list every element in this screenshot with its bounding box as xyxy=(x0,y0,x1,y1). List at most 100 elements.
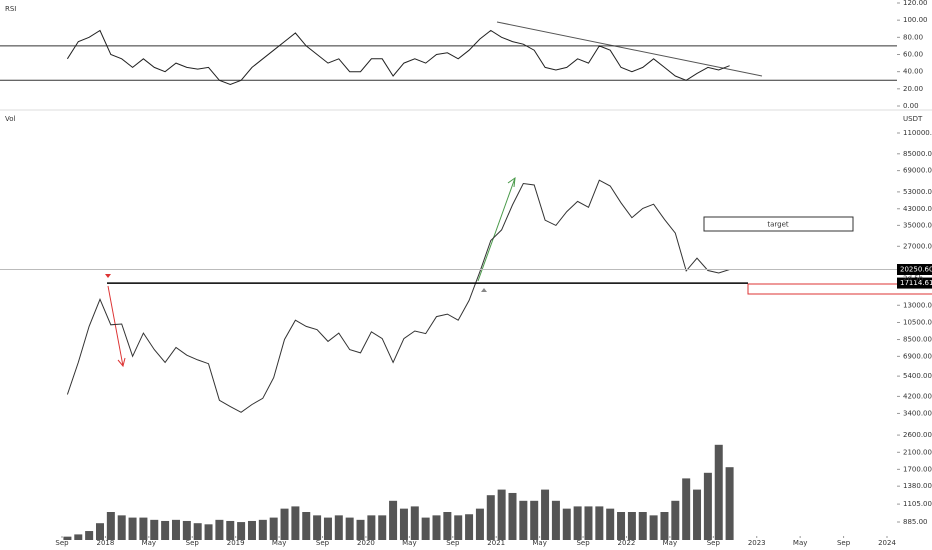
volume-bar xyxy=(725,467,734,540)
volume-bar xyxy=(345,517,354,540)
volume-bar xyxy=(291,506,300,540)
y-tick-label: 40.00 xyxy=(903,68,923,76)
volume-bar xyxy=(584,506,593,540)
volume-bar xyxy=(649,515,658,540)
volume-bar xyxy=(465,514,474,540)
volume-bar xyxy=(323,517,332,540)
volume-bar xyxy=(551,500,560,540)
volume-bar xyxy=(106,512,115,540)
volume-bar xyxy=(182,520,191,540)
volume-bar xyxy=(682,478,691,540)
y-tick-label: 100.00 xyxy=(903,16,928,24)
x-tick-label: Sep xyxy=(186,539,200,547)
volume-bar xyxy=(432,515,441,540)
x-tick-label: May xyxy=(402,539,416,547)
red-arrow-head xyxy=(117,357,126,368)
y-tick-label: 10500.00 xyxy=(903,318,932,326)
y-tick-label: 885.00 xyxy=(903,518,928,526)
volume-bar xyxy=(519,500,528,540)
marker xyxy=(481,288,487,292)
y-tick-label: 69000.00 xyxy=(903,167,932,175)
marker xyxy=(105,274,111,278)
volume-bar xyxy=(389,500,398,540)
volume-bar xyxy=(627,512,636,540)
y-tick-label: 1700.00 xyxy=(903,465,932,473)
volume-bar xyxy=(161,520,170,540)
volume-bar xyxy=(215,519,224,540)
price-tag-label: 17114.61 xyxy=(900,279,932,287)
volume-bar xyxy=(269,517,278,540)
volume-bar xyxy=(638,512,647,540)
data-line xyxy=(66,179,730,413)
x-tick-label: Sep xyxy=(446,539,460,547)
x-tick-label: 2021 xyxy=(487,539,505,547)
x-tick-label: May xyxy=(532,539,546,547)
x-tick-label: May xyxy=(272,539,286,547)
volume-bar xyxy=(128,517,137,540)
x-tick-label: 2018 xyxy=(97,539,115,547)
volume-bar xyxy=(378,515,387,540)
volume-bar xyxy=(454,515,463,540)
volume-bar xyxy=(150,519,159,540)
x-tick-label: May xyxy=(793,539,807,547)
volume-bar xyxy=(85,531,94,540)
volume-bar xyxy=(313,515,322,540)
volume-bar xyxy=(541,489,550,540)
volume-bar xyxy=(508,492,517,540)
volume-bar xyxy=(302,512,311,540)
volume-bar xyxy=(117,515,126,540)
y-tick-label: 1380.00 xyxy=(903,482,932,490)
volume-bar xyxy=(63,536,72,540)
countdown: 2d 5h xyxy=(903,275,923,283)
price-tag-label: 20250.60 xyxy=(900,266,932,274)
x-tick-label: 2024 xyxy=(878,539,896,547)
volume-bar xyxy=(334,515,343,540)
y-tick-label: 6900.00 xyxy=(903,352,932,360)
price-tag xyxy=(897,264,932,276)
volume-bar xyxy=(703,472,712,540)
volume-bar xyxy=(606,508,615,540)
x-tick-label: May xyxy=(663,539,677,547)
y-tick-label: 120.00 xyxy=(903,0,928,7)
target-box xyxy=(703,216,854,232)
x-tick-label: Sep xyxy=(316,539,330,547)
volume-bar xyxy=(399,508,408,540)
x-tick-label: Sep xyxy=(576,539,590,547)
volume-bar xyxy=(139,517,148,540)
y-tick-label: 27000.00 xyxy=(903,242,932,250)
y-tick-label: 0.00 xyxy=(903,102,919,110)
volume-bar xyxy=(367,515,376,540)
rsi-trendline xyxy=(496,21,763,77)
volume-bar xyxy=(530,500,539,540)
volume-bar xyxy=(660,512,669,540)
x-tick-label: Sep xyxy=(55,539,69,547)
x-tick-label: Sep xyxy=(837,539,851,547)
y-tick-label: 20.00 xyxy=(903,85,923,93)
volume-bar xyxy=(617,512,626,540)
volume-bar xyxy=(421,517,430,540)
y-tick-label: 35000.00 xyxy=(903,221,932,229)
volume-bar xyxy=(247,520,256,540)
price-tag xyxy=(897,277,932,289)
y-tick-label: 60.00 xyxy=(903,51,923,59)
volume-title: Vol xyxy=(5,115,16,123)
volume-bar xyxy=(595,506,604,540)
volume-bar xyxy=(226,520,235,540)
target-label: target xyxy=(767,221,789,229)
y-tick-label: 110000.00 xyxy=(903,129,932,137)
volume-bar xyxy=(475,508,484,540)
x-tick-label: 2019 xyxy=(227,539,245,547)
volume-bar xyxy=(693,489,702,540)
volume-bar xyxy=(280,508,289,540)
volume-bar xyxy=(258,519,267,540)
green-arrow xyxy=(477,177,516,282)
y-tick-label: 43000.00 xyxy=(903,205,932,213)
volume-bar xyxy=(95,523,104,540)
volume-bar xyxy=(562,508,571,540)
volume-bar xyxy=(193,523,202,540)
volume-bar xyxy=(410,506,419,540)
volume-bar xyxy=(443,512,452,540)
y-tick-label: 1105.00 xyxy=(903,500,932,508)
y-tick-label: 5400.00 xyxy=(903,372,932,380)
